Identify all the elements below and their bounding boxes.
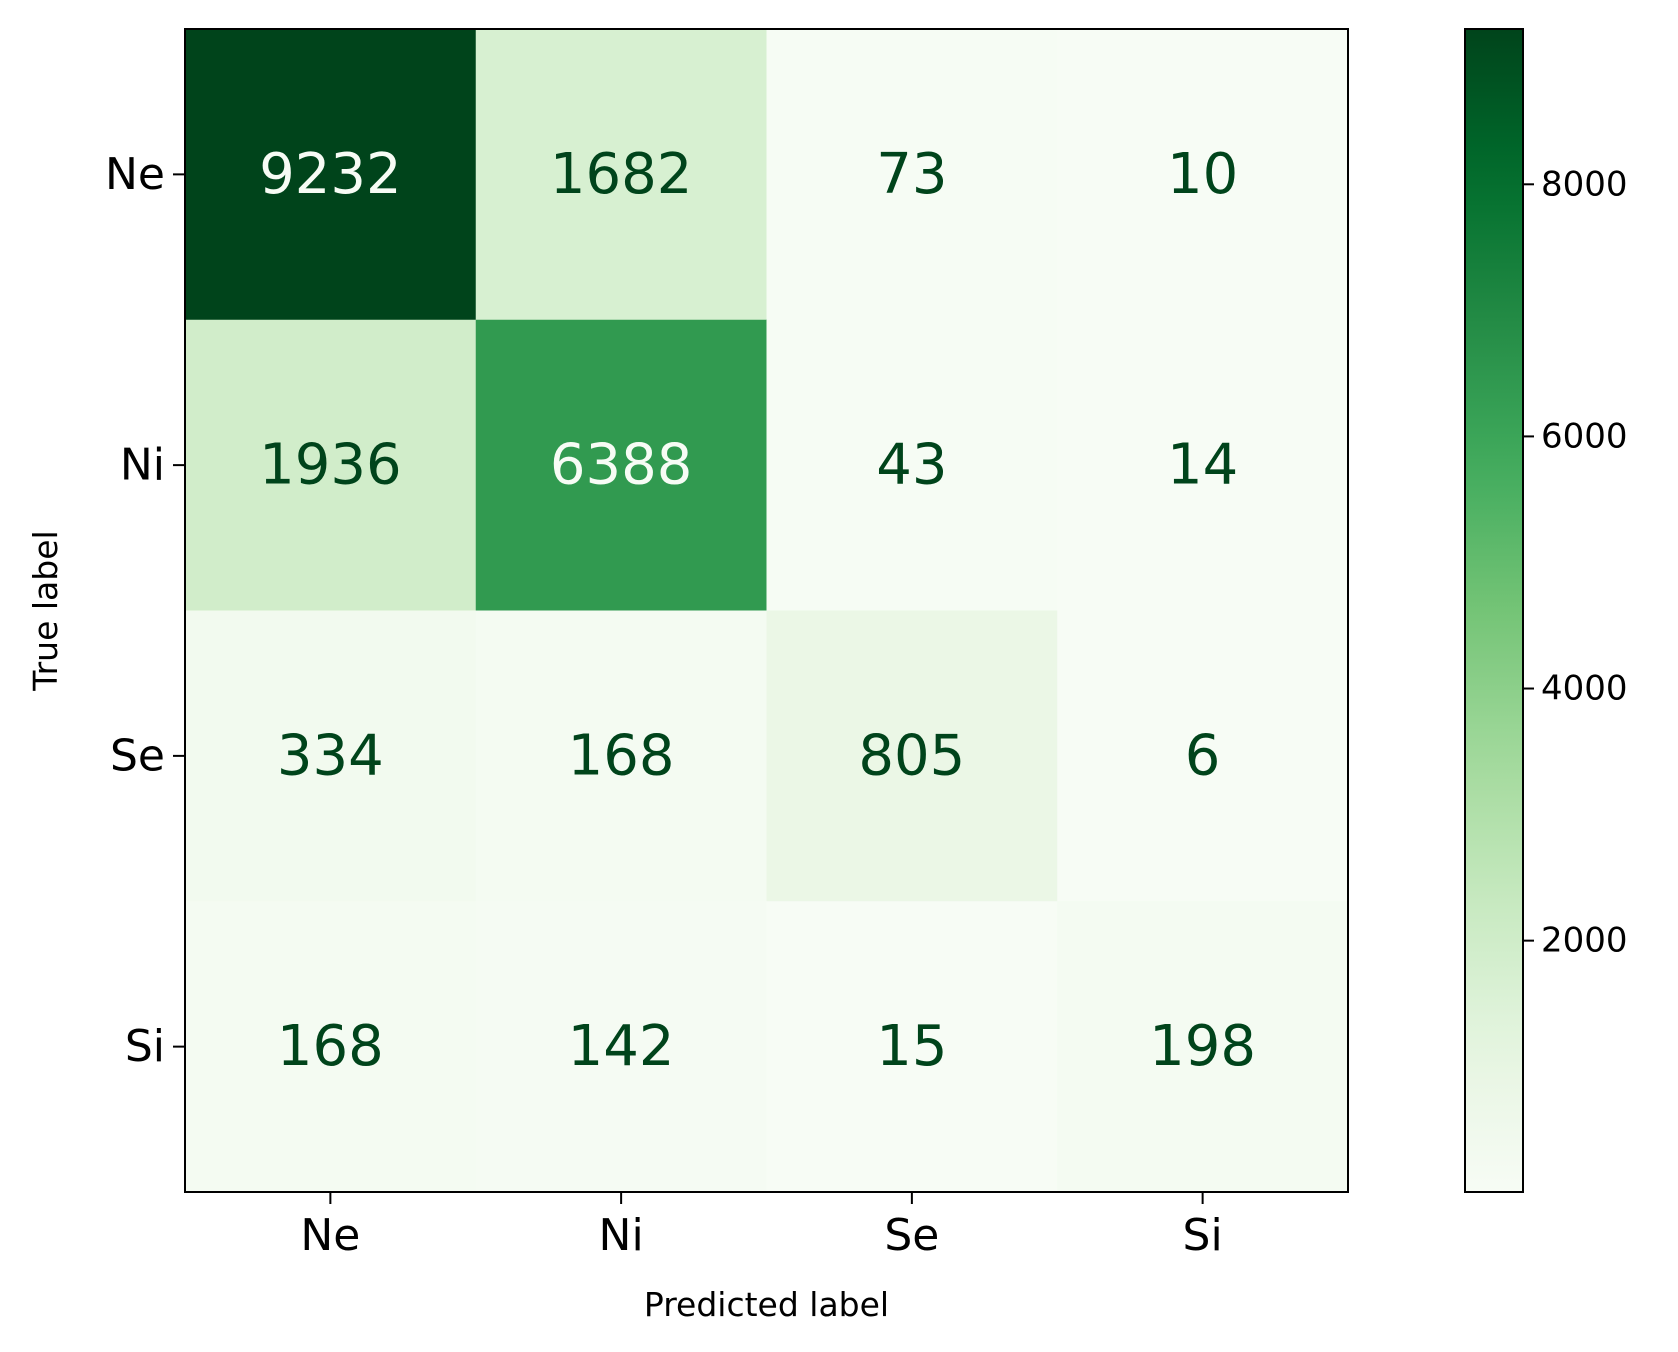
heatmap-cell: [475, 29, 767, 321]
cell-value-label: 43: [876, 433, 947, 498]
colorbar-tick-label: 6000: [1541, 416, 1628, 456]
y-tick-label: Ne: [105, 149, 165, 200]
cell-value-label: 142: [568, 1014, 675, 1079]
x-axis-ticks: Ne Ni Se Si: [300, 1192, 1223, 1261]
heatmap-cells: [185, 29, 1349, 1193]
heatmap-cell: [766, 319, 1058, 611]
x-tick-label: Si: [1183, 1210, 1223, 1261]
y-axis-title: True label: [26, 530, 65, 691]
plot-frame: [184, 28, 1349, 1193]
heatmap-cell: [766, 29, 1058, 321]
y-axis-ticks: Ne Ni Se Si: [105, 149, 185, 1072]
colorbar-tick-label: 2000: [1541, 921, 1628, 961]
colorbar: [1465, 29, 1523, 1192]
cell-value-label: 198: [1149, 1014, 1256, 1079]
cell-value-label: 334: [277, 723, 384, 788]
heatmap-cell: [185, 319, 477, 611]
x-tick-label: Ne: [300, 1210, 360, 1261]
heatmap-cell: [1057, 319, 1349, 611]
heatmap-cell: [185, 901, 477, 1193]
colorbar-tick-label: 8000: [1541, 164, 1628, 204]
x-tick-label: Ni: [599, 1210, 644, 1261]
y-tick-label: Se: [110, 730, 165, 781]
cell-value-label: 9232: [259, 142, 402, 207]
x-tick-label: Se: [884, 1210, 939, 1261]
heatmap-cell: [185, 29, 477, 321]
heatmap-cell-labels: 9232 1682 73 10 1936 6388 43 14 334 168 805 6 168 142…: [259, 142, 1256, 1079]
cell-value-label: 168: [277, 1014, 384, 1079]
cell-value-label: 805: [858, 723, 965, 788]
cell-value-label: 10: [1167, 142, 1238, 207]
heatmap-cell: [475, 610, 767, 902]
x-axis-title: Predicted label: [644, 1285, 889, 1324]
cell-value-label: 1936: [259, 433, 402, 498]
colorbar-tick-label: 4000: [1541, 669, 1628, 709]
cell-value-label: 14: [1167, 433, 1238, 498]
heatmap-cell: [475, 901, 767, 1193]
heatmap-cell: [1057, 29, 1349, 321]
heatmap-cell: [766, 901, 1058, 1193]
y-tick-label: Si: [125, 1021, 165, 1072]
y-tick-label: Ni: [120, 440, 165, 491]
heatmap-cell: [766, 610, 1058, 902]
cell-value-label: 6: [1185, 723, 1221, 788]
cell-value-label: 168: [568, 723, 675, 788]
cell-value-label: 73: [876, 142, 947, 207]
cell-value-label: 1682: [550, 142, 693, 207]
cell-value-label: 6388: [550, 433, 693, 498]
cell-value-label: 15: [876, 1014, 947, 1079]
heatmap-cell: [185, 610, 477, 902]
colorbar-frame: [1464, 28, 1524, 1193]
heatmap-cell: [1057, 901, 1349, 1193]
colorbar-ticks: 2000 4000 6000 8000: [1523, 164, 1628, 961]
heatmap-cell: [475, 319, 767, 611]
heatmap-cell: [1057, 610, 1349, 902]
